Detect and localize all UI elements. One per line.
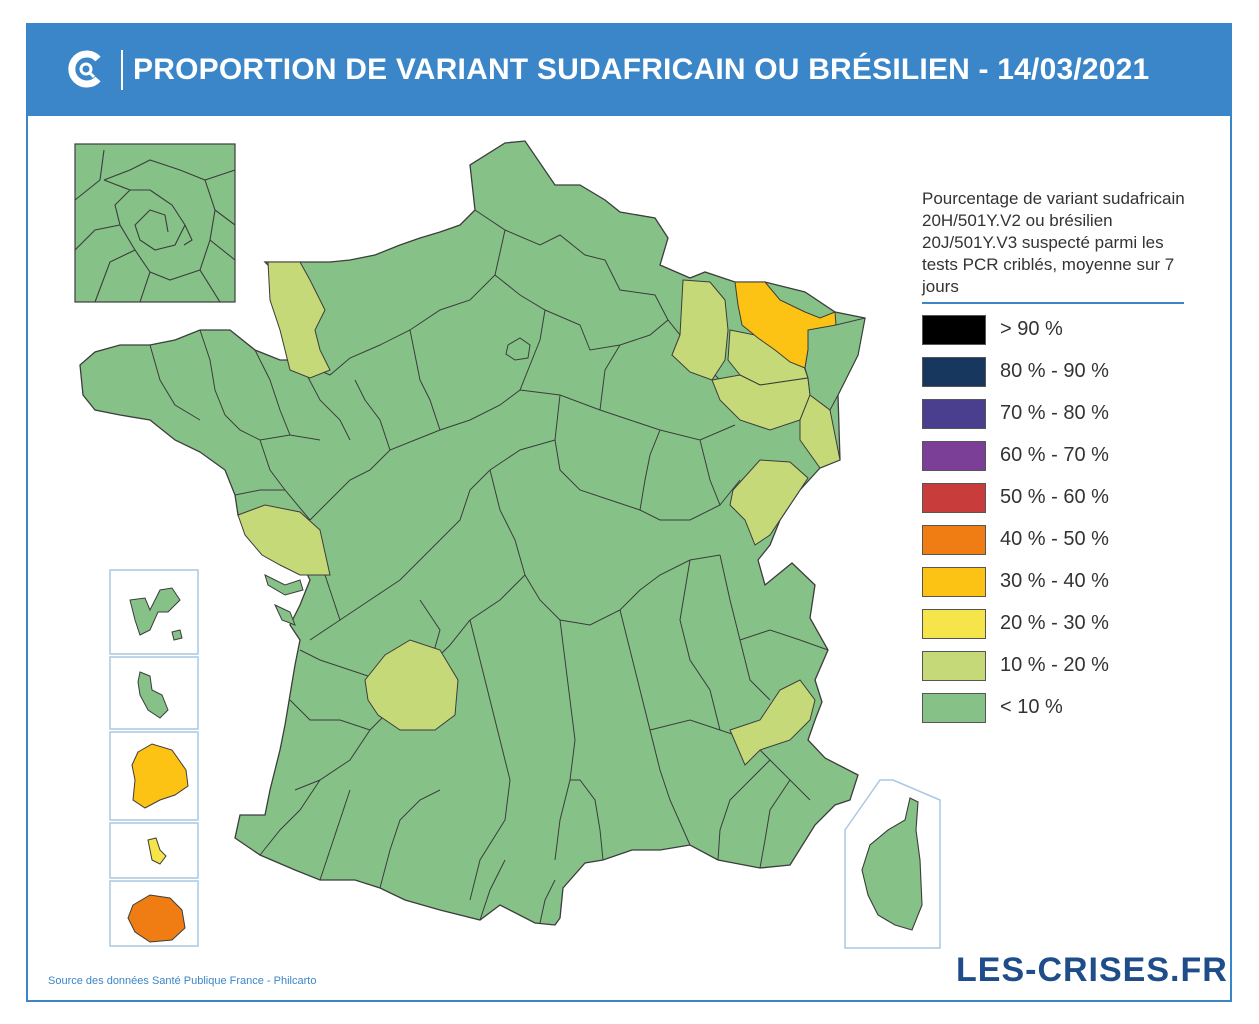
legend-label: 50 % - 60 % — [1000, 486, 1109, 508]
legend-item: 10 % - 20 % — [922, 651, 1202, 681]
legend-label: > 90 % — [1000, 318, 1063, 340]
les-crises-logo-icon — [68, 50, 101, 88]
legend-item: 20 % - 30 % — [922, 609, 1202, 639]
legend-swatch — [922, 483, 986, 513]
legend-swatch — [922, 609, 986, 639]
header-separator — [121, 50, 123, 90]
paris-inset — [74, 143, 236, 303]
legend-swatch — [922, 651, 986, 681]
legend-title: Pourcentage de variant sudafricain 20H/5… — [922, 189, 1185, 296]
france-metropole — [79, 140, 866, 926]
legend-label: 40 % - 50 % — [1000, 528, 1109, 550]
legend-label: 70 % - 80 % — [1000, 402, 1109, 424]
legend-swatch — [922, 567, 986, 597]
header-bar — [26, 23, 1232, 116]
legend-label: 30 % - 40 % — [1000, 570, 1109, 592]
legend-swatch — [922, 441, 986, 471]
legend-swatch — [922, 315, 986, 345]
legend-label: 10 % - 20 % — [1000, 654, 1109, 676]
legend-item: 40 % - 50 % — [922, 525, 1202, 555]
legend-item: < 10 % — [922, 693, 1202, 723]
legend-label: < 10 % — [1000, 696, 1063, 718]
legend-item: 30 % - 40 % — [922, 567, 1202, 597]
legend-divider — [922, 302, 1184, 304]
brand-logo-text: LES-CRISES.FR — [956, 951, 1228, 989]
legend-swatch — [922, 399, 986, 429]
legend-swatch — [922, 357, 986, 387]
legend-label: 60 % - 70 % — [1000, 444, 1109, 466]
legend-label: 80 % - 90 % — [1000, 360, 1109, 382]
data-source-note: Source des données Santé Publique France… — [48, 975, 317, 987]
legend-label: 20 % - 30 % — [1000, 612, 1109, 634]
legend-swatch — [922, 693, 986, 723]
page-title: PROPORTION DE VARIANT SUDAFRICAIN OU BRÉ… — [133, 53, 1150, 86]
legend-item: 80 % - 90 % — [922, 357, 1202, 387]
legend-item: > 90 % — [922, 315, 1202, 345]
legend-item: 60 % - 70 % — [922, 441, 1202, 471]
legend-item: 70 % - 80 % — [922, 399, 1202, 429]
legend-swatch — [922, 525, 986, 555]
legend-item: 50 % - 60 % — [922, 483, 1202, 513]
overseas-insets — [109, 569, 199, 947]
corsica-inset — [844, 779, 941, 949]
